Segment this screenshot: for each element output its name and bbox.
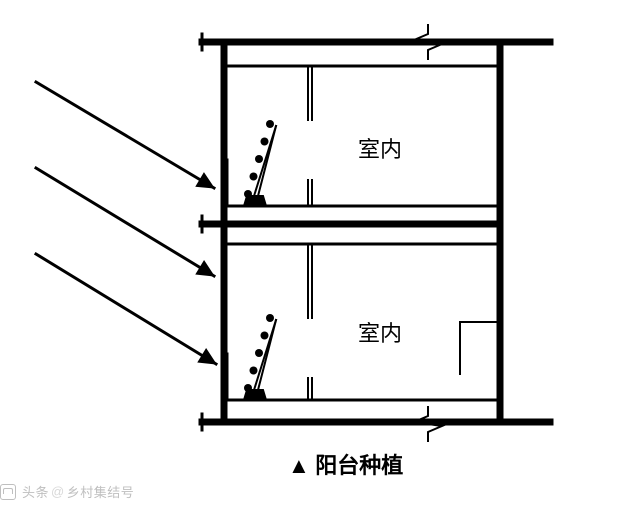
diagram-stage: 室内 室内 ▲ 阳台种植 头条 @ 乡村集结号 xyxy=(0,0,640,507)
room-label-lower: 室内 xyxy=(358,316,402,348)
diagram-svg xyxy=(0,0,640,507)
watermark-account: 乡村集结号 xyxy=(67,482,135,501)
caption: ▲ 阳台种植 xyxy=(288,448,403,480)
toutiao-icon xyxy=(0,484,16,500)
room-label-upper: 室内 xyxy=(358,132,402,164)
watermark: 头条 @ 乡村集结号 xyxy=(0,482,134,501)
watermark-platform: 头条 xyxy=(22,482,49,501)
watermark-sep: @ xyxy=(51,484,65,499)
